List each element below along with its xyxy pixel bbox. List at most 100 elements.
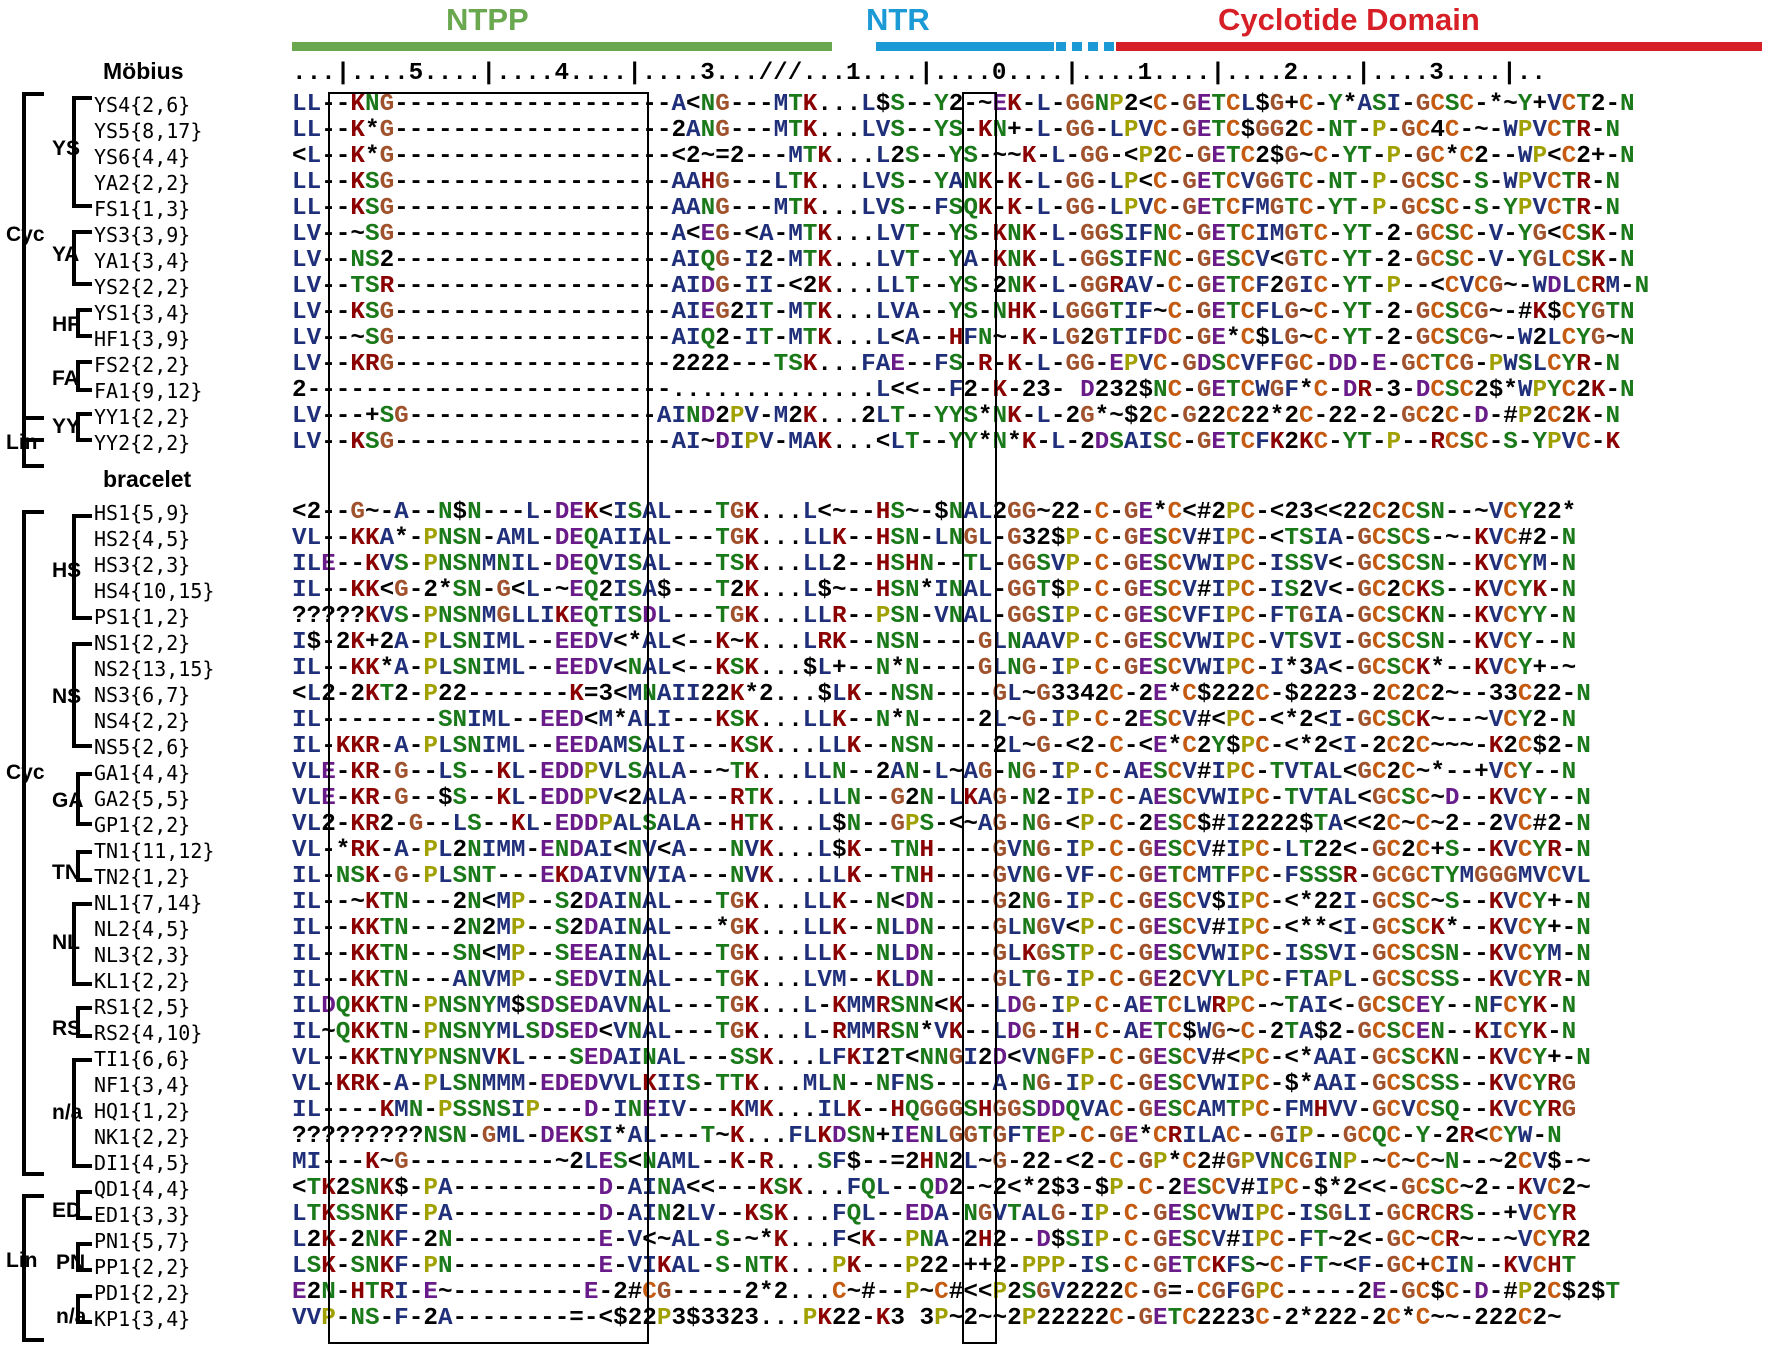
bracket-bracelet-lin (22, 1194, 44, 1342)
ntr-box (962, 92, 997, 1344)
bracket-tn (76, 850, 92, 882)
sequence-label: NL1{7,14} (94, 891, 203, 915)
sequence-row: LL--K*G-------------------2ANG---MTK...L… (292, 117, 1621, 144)
sequence-label: NS3{6,7} (94, 683, 191, 707)
sequence-label: YS4{2,6} (94, 93, 191, 117)
sequence-label: TI1{6,6} (94, 1047, 191, 1071)
sequence-row: VL--KKA*-PNSN-AML-DEQAIIAL---TGK...LLK--… (292, 525, 1577, 552)
sequence-label: FS2{2,2} (94, 353, 191, 377)
ntpp-box (328, 92, 649, 1344)
bracket-hs (72, 514, 92, 620)
sequence-row: VL-KRK-A-PLSNMMM-EDEDVVLKIIS-TTK...MLN--… (292, 1071, 1577, 1098)
ntr-bar (876, 42, 1054, 51)
sequence-row: LV--TSR-------------------AIDG-II-<2K...… (292, 273, 1650, 300)
sequence-label: HS3{2,3} (94, 553, 191, 577)
group-label-ga: GA (52, 789, 84, 812)
sequence-row: ILE--KVS-PNSNMNIL-DEQVISAL---TSK...LL2--… (292, 551, 1577, 578)
sequence-row: VL--KKTNYPNSNVKL---SEDAINAL---SSK...LFKI… (292, 1045, 1591, 1072)
bracket-ga (76, 772, 92, 826)
bracket-bracelet-cyc (22, 510, 44, 1176)
sequence-label: HS4{10,15} (94, 579, 215, 603)
sequence-label: NK1{2,2} (94, 1125, 191, 1149)
sequence-label: HQ1{1,2} (94, 1099, 191, 1123)
sequence-row: I$-2K+2A-PLSNIML--EEDV<*AL<--K~K...LRK--… (292, 629, 1577, 656)
sequence-label: RS1{2,5} (94, 995, 191, 1019)
sequence-row: LV--KSG-------------------AIEG2IT-MTK...… (292, 299, 1635, 326)
sequence-label: PD1{2,2} (94, 1281, 191, 1305)
bracket-ys (72, 96, 92, 208)
group-label-fa: FA (52, 367, 79, 390)
sequence-row: LV--NS2-------------------AIQG-I2-MTK...… (292, 247, 1635, 274)
sequence-label: RS2{4,10} (94, 1021, 203, 1045)
ntr-dashed-bar (1056, 42, 1116, 51)
sequence-label: NS2{13,15} (94, 657, 215, 681)
sequence-row: IL--KKTN---2N2MP--S2DAINAL---*GK...LLK--… (292, 915, 1591, 942)
sequence-row: IL--------SNIML--EED<M*ALI---KSK...LLK--… (292, 707, 1577, 734)
sequence-row: <2--G~-A--N$N---L-DEK<ISAL---TGK...L<~--… (292, 499, 1577, 526)
cyclotide-bar (1116, 42, 1762, 51)
sequence-row: VLE-KR-G--LS--KL-EDDPVLSALA--~TK...LLN--… (292, 759, 1577, 786)
sequence-label: NF1{3,4} (94, 1073, 191, 1097)
sequence-label: YY1{2,2} (94, 405, 191, 429)
sequence-row: LL--KSG-------------------AANG---MTK...L… (292, 195, 1621, 222)
sequence-row: LL--KNG-------------------A<NG---MTK...L… (292, 91, 1635, 118)
sequence-label: YS5{8,17} (94, 119, 203, 143)
bracket-mobius-cyc (22, 92, 44, 442)
group-label-rs: RS (52, 1017, 82, 1040)
position-ruler: ...|....5....|....4....|....3...///...1.… (292, 60, 1546, 87)
ntr-header: NTR (866, 2, 930, 37)
sequence-label: HS2{4,5} (94, 527, 191, 551)
sequence-row: IL-NSK-G-PLSNT---EKDAIVNVIA---NVK...LLK-… (292, 863, 1591, 890)
sequence-label: ED1{3,3} (94, 1203, 191, 1227)
sequence-label: NL2{4,5} (94, 917, 191, 941)
sequence-label: YA2{2,2} (94, 171, 191, 195)
sequence-row: VVP-NS-F-2A--------=-<$22P3$3323...PK22-… (292, 1305, 1562, 1332)
group-label-tn: TN (52, 861, 80, 884)
sequence-row: LSK-SNKF-PN----------E-VIKAL-S-NTK...PK-… (292, 1253, 1577, 1280)
bracket-ns (72, 642, 92, 748)
sequence-label: HS1{5,9} (94, 501, 191, 525)
sequence-row: <L2-2KT2-P22-------K=3<MNAII22K*2...$LK-… (292, 681, 1591, 708)
sequence-row: LV--~SG-------------------AIQ2-IT-MTK...… (292, 325, 1635, 352)
bracket-mobius-lin (22, 416, 44, 468)
sequence-label: PN1{5,7} (94, 1229, 191, 1253)
sequence-label: YS3{3,9} (94, 223, 191, 247)
bracket-na-lin (76, 1294, 92, 1324)
group-label-lin: Lin (6, 1249, 38, 1272)
bracket-ed (76, 1190, 92, 1220)
sequence-label: NS4{2,2} (94, 709, 191, 733)
group-label-yy: YY (52, 415, 81, 438)
sequence-label: GP1{2,2} (94, 813, 191, 837)
sequence-row: <TK2SNK$-PA----------D-AINA<<---KSK...FQ… (292, 1175, 1591, 1202)
bracket-fa (76, 360, 92, 392)
sequence-label: NS1{2,2} (94, 631, 191, 655)
group-label-lin: Lin (6, 431, 38, 454)
sequence-label: PS1{1,2} (94, 605, 191, 629)
bracket-rs (76, 1006, 92, 1038)
cyclotide-domain-header: Cyclotide Domain (1218, 2, 1480, 37)
bracket-pn (76, 1242, 92, 1272)
sequence-row: VL2-KR2-G--LS--KL-EDDPALSALA--HTK...L$N-… (292, 811, 1591, 838)
sequence-row: E2N-HTRI-E~---------E-2#CG-----2*2...C~#… (292, 1279, 1621, 1306)
bracket-ya (72, 230, 92, 286)
sequence-label: GA1{4,4} (94, 761, 191, 785)
sequence-label: DI1{4,5} (94, 1151, 191, 1175)
bracelet-section-title: bracelet (103, 466, 192, 492)
sequence-label: YS2{2,2} (94, 275, 191, 299)
sequence-label: PP1{2,2} (94, 1255, 191, 1279)
sequence-row: IL--KK<G-2*SN-G<L-~EQ2ISA$---T2K...L$~--… (292, 577, 1577, 604)
sequence-label: KL1{2,2} (94, 969, 191, 993)
sequence-row: IL--KKTN---ANVMP--SEDVINAL---TGK...LVM--… (292, 967, 1591, 994)
group-label-hf: HF (52, 313, 80, 336)
group-label-ed: ED (52, 1199, 82, 1222)
bracket-yy (76, 412, 92, 442)
sequence-label: NS5{2,6} (94, 735, 191, 759)
sequence-label: GA2{5,5} (94, 787, 191, 811)
ntpp-header: NTPP (446, 2, 529, 37)
sequence-row: LV--~SG-------------------A<EG-<A-MTK...… (292, 221, 1635, 248)
sequence-label: YY2{2,2} (94, 431, 191, 455)
sequence-label: FS1{1,3} (94, 197, 191, 221)
sequence-label: NL3{2,3} (94, 943, 191, 967)
sequence-label: YS6{4,4} (94, 145, 191, 169)
